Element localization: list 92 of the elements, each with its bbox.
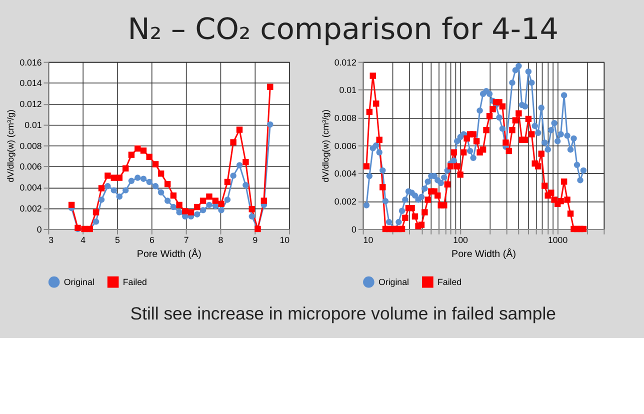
y-tick-label: 0.012 (334, 57, 356, 68)
point (212, 198, 219, 204)
point (122, 165, 129, 172)
x-axis-title: Pore Width (Å) (452, 248, 516, 260)
point (110, 174, 118, 181)
point (236, 162, 243, 168)
y-tick-label: 0 (36, 224, 42, 234)
point (242, 159, 249, 166)
y-tick-label: 0.008 (334, 112, 356, 123)
point (104, 183, 111, 190)
y-tick-label: 0.016 (20, 57, 42, 68)
point (248, 213, 256, 220)
point (176, 209, 182, 216)
point (140, 176, 147, 182)
y-tick-label: 0.002 (20, 204, 42, 214)
y-tick-label: 0.01 (339, 85, 356, 96)
y-axis-title: dV/dlog(w) (cm³/g) (6, 110, 16, 182)
point (230, 172, 236, 179)
point (128, 152, 135, 158)
point (248, 206, 256, 212)
point (146, 178, 152, 186)
point (164, 198, 171, 204)
x-tick-label: 10 (363, 235, 374, 246)
point (98, 185, 105, 192)
point (170, 192, 177, 199)
point (218, 207, 224, 214)
point (194, 204, 200, 210)
point (176, 202, 182, 208)
point (224, 196, 231, 203)
legend-label: Original (64, 277, 94, 288)
point (218, 200, 224, 208)
y-tick-label: 0.014 (20, 78, 42, 88)
point (236, 126, 243, 133)
x-tick-label: 9 (252, 235, 258, 246)
y-tick-label: 0 (351, 224, 356, 234)
point (158, 189, 164, 196)
text: Still see increase in micropore volume in failed sample (130, 303, 556, 324)
point (242, 182, 249, 188)
point (152, 183, 159, 190)
point (158, 170, 164, 177)
point (134, 174, 141, 181)
x-tick-label: 5 (115, 235, 120, 246)
y-tick-label: 0.012 (20, 99, 42, 110)
x-tick-label: 8 (218, 235, 224, 246)
y-tick-label: 0.006 (334, 140, 356, 151)
x-axis-title: Pore Width (Å) (136, 248, 202, 260)
x-tick-label: 7 (184, 235, 189, 246)
legend-label: Failed (122, 277, 148, 288)
legend-label: Original (378, 277, 409, 288)
x-tick-label: 10 (280, 235, 290, 246)
point (140, 148, 147, 154)
point (128, 178, 135, 184)
point (116, 193, 123, 200)
point (92, 218, 100, 225)
point (122, 187, 129, 194)
legend-label: Failed (438, 277, 462, 288)
point (200, 198, 206, 204)
point (267, 84, 274, 90)
point (146, 154, 152, 160)
x-tick-label: 6 (149, 235, 154, 246)
chart-title: N₂ – CO₂ comparison for 4-14 (128, 12, 558, 46)
point (98, 196, 105, 203)
point (260, 198, 268, 204)
x-tick-label: 1000 (548, 235, 568, 246)
point (182, 208, 188, 214)
y-tick-label: 0.004 (334, 168, 356, 179)
point (230, 139, 236, 146)
y-tick-label: 0.004 (20, 182, 42, 193)
point (152, 161, 159, 168)
y-axis-title: dV/dlog(w) (cm³/g) (320, 110, 330, 182)
point (206, 193, 212, 200)
x-tick-label: 3 (48, 235, 54, 246)
point (110, 187, 118, 194)
point (188, 209, 194, 216)
point (68, 202, 75, 208)
point (104, 172, 111, 179)
point (134, 145, 141, 152)
x-tick-label: 4 (80, 235, 86, 246)
y-tick-label: 0.002 (334, 196, 356, 207)
x-tick-label: 100 (453, 235, 468, 246)
y-tick-label: 0.01 (24, 120, 42, 130)
point (92, 209, 100, 216)
point (200, 207, 206, 214)
point (224, 178, 231, 186)
point (116, 174, 123, 181)
y-tick-label: 0.006 (20, 162, 42, 172)
point (206, 202, 212, 208)
point (164, 180, 171, 188)
y-tick-label: 0.008 (20, 140, 42, 151)
point (194, 211, 200, 218)
point (267, 121, 274, 128)
point (170, 204, 177, 210)
